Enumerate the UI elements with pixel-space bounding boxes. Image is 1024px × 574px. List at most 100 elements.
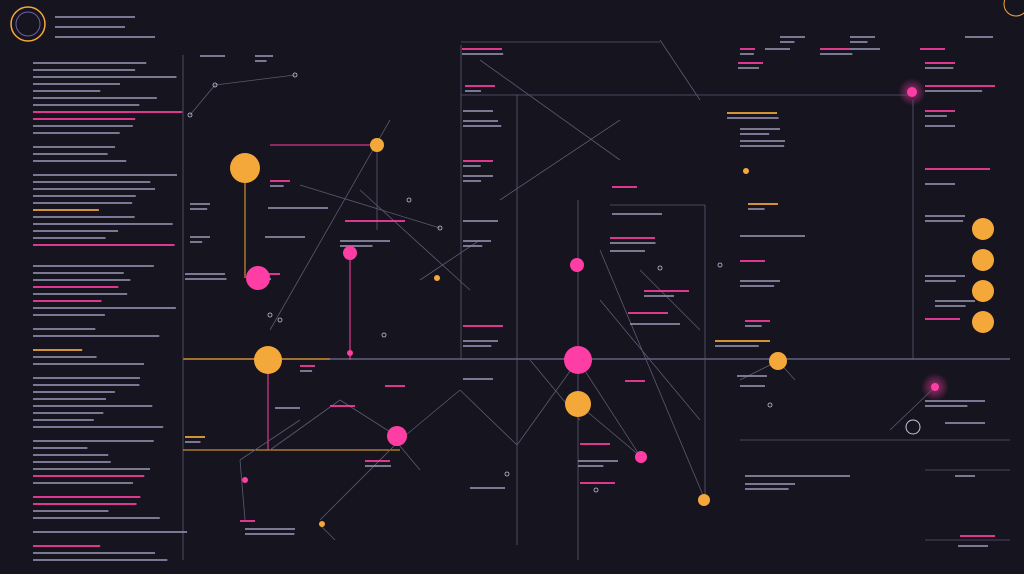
text-bar (935, 300, 975, 302)
text-bar (610, 250, 645, 252)
text-bar (925, 125, 955, 127)
node (635, 451, 647, 463)
text-bar (780, 41, 795, 43)
text-bar (33, 118, 136, 120)
connector (239, 419, 301, 461)
text-bar (740, 133, 770, 135)
text-bar (850, 36, 875, 38)
text-bar (33, 545, 101, 547)
text-bar (470, 487, 505, 489)
text-bar (463, 165, 481, 167)
node (698, 494, 710, 506)
corner-ring (1003, 0, 1024, 17)
text-bar (925, 168, 990, 170)
text-bar (340, 245, 373, 247)
text-bar (727, 112, 777, 114)
text-bar (748, 203, 778, 205)
text-bar (33, 230, 119, 232)
connector (577, 403, 641, 457)
node (931, 383, 939, 391)
text-bar (580, 443, 610, 445)
node (319, 521, 325, 527)
text-bar (33, 132, 120, 134)
text-bar (255, 60, 267, 62)
text-bar (738, 67, 760, 69)
text-bar (385, 385, 405, 387)
text-bar (33, 468, 151, 470)
text-bar (33, 447, 88, 449)
text-bar (245, 533, 295, 535)
text-bar (33, 349, 83, 351)
connector (399, 389, 461, 441)
text-bar (925, 215, 965, 217)
text-bar (365, 465, 392, 467)
connector (319, 524, 336, 541)
text-bar (925, 115, 947, 117)
text-bar (740, 128, 780, 130)
text-bar (270, 185, 284, 187)
text-bar (33, 293, 128, 295)
text-bar (33, 475, 145, 477)
text-bar (644, 290, 689, 292)
node (743, 168, 749, 174)
text-bar (33, 279, 131, 281)
text-bar (33, 286, 119, 288)
text-bar (727, 117, 779, 119)
node (564, 346, 592, 374)
text-bar (33, 237, 106, 239)
text-bar (268, 207, 328, 209)
text-bar (780, 36, 805, 38)
text-bar (925, 220, 964, 222)
text-bar (33, 398, 106, 400)
text-bar (745, 325, 762, 327)
text-bar (33, 202, 133, 204)
text-bar (740, 385, 765, 387)
text-bar (33, 62, 147, 64)
dot (717, 262, 723, 268)
node (387, 426, 407, 446)
text-bar (33, 174, 177, 176)
text-bar (850, 41, 868, 43)
text-bar (610, 237, 655, 239)
node (972, 280, 994, 302)
text-bar (33, 153, 108, 155)
text-bar (740, 48, 755, 50)
text-bar (33, 160, 127, 162)
text-bar (270, 180, 290, 182)
text-bar (820, 53, 853, 55)
text-bar (33, 517, 160, 519)
text-bar (33, 531, 188, 533)
dot (767, 402, 773, 408)
text-bar (463, 245, 483, 247)
text-bar (33, 454, 109, 456)
text-bar (925, 62, 955, 64)
text-bar (33, 559, 168, 561)
text-bar (33, 125, 133, 127)
text-bar (715, 345, 759, 347)
text-bar (275, 407, 300, 409)
text-bar (260, 273, 280, 275)
text-bar (33, 496, 141, 498)
text-bar (33, 300, 102, 302)
text-bar (33, 76, 177, 78)
node (434, 275, 440, 281)
text-bar (463, 220, 498, 222)
text-bar (300, 365, 315, 367)
text-bar (300, 370, 313, 372)
connector (269, 399, 341, 451)
text-placeholders (33, 16, 995, 561)
node (972, 218, 994, 240)
logo-ring (10, 6, 46, 42)
target-ring (905, 419, 921, 435)
text-bar (33, 69, 136, 71)
node (769, 352, 787, 370)
text-bar (33, 384, 140, 386)
text-bar (33, 440, 154, 442)
text-bar (33, 412, 104, 414)
text-bar (33, 314, 105, 316)
text-bar (463, 340, 498, 342)
dot (381, 332, 387, 338)
connector (499, 119, 621, 201)
